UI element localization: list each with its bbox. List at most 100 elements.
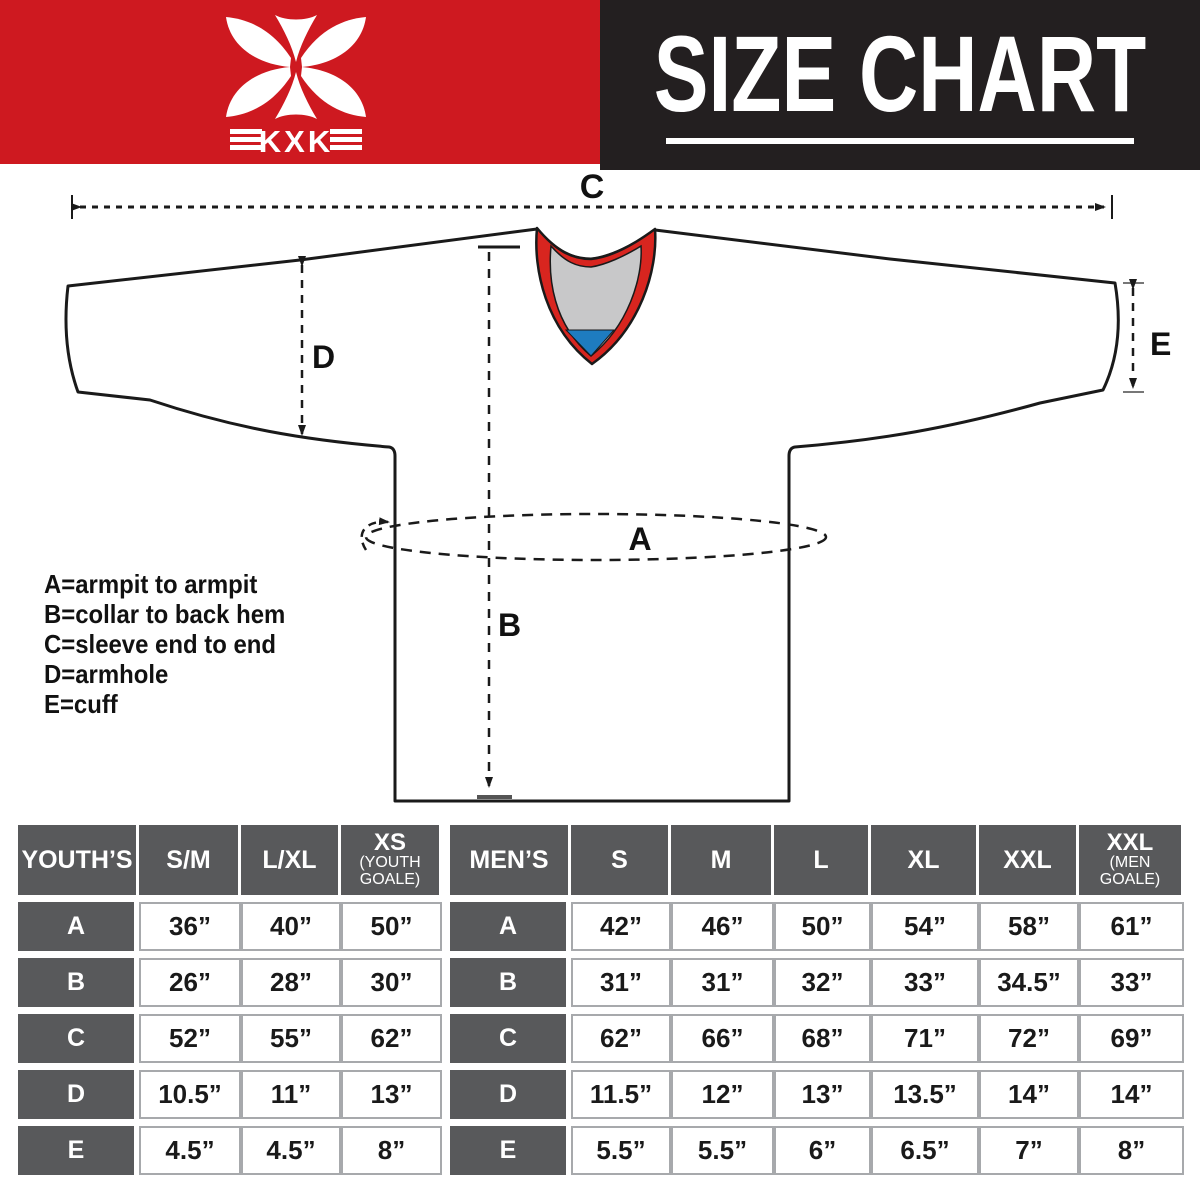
men-value-cell: 14” (1079, 1070, 1184, 1119)
youth-value-cell: 62” (341, 1014, 442, 1063)
column-header-xxl: XXL (979, 825, 1079, 895)
youth-value-cell: 8” (341, 1126, 442, 1175)
men-value-cell: 68” (774, 1014, 871, 1063)
legend-line-e: E=cuff (44, 689, 118, 719)
men-value-cell: 32” (774, 958, 871, 1007)
measure-label-d: D (312, 339, 335, 375)
brand-logo-text: KXK (259, 124, 333, 158)
collar-insert-blue (564, 329, 616, 357)
youth-value-cell: 4.5” (139, 1126, 241, 1175)
youth-value-cell: 28” (241, 958, 341, 1007)
men-value-cell: 58” (979, 902, 1079, 951)
youth-row-label-e: E (18, 1126, 139, 1175)
youth-value-cell: 55” (241, 1014, 341, 1063)
size-table-section: YOUTH’S S/M L/XL XS (YOUTH GOALE) MEN’S … (18, 818, 1184, 1182)
men-row-label-b: B (450, 958, 571, 1007)
men-value-cell: 66” (671, 1014, 774, 1063)
table-row-e: E 4.5” 4.5” 8” E 5.5” 5.5” 6” 6.5” 7” 8” (18, 1126, 1184, 1175)
brand-banner: KXK (0, 0, 600, 164)
size-table: YOUTH’S S/M L/XL XS (YOUTH GOALE) MEN’S … (18, 818, 1184, 1182)
youth-row-label-a: A (18, 902, 139, 951)
men-value-cell: 11.5” (571, 1070, 671, 1119)
youth-row-label-b: B (18, 958, 139, 1007)
page-title: SIZE CHART (653, 13, 1147, 134)
column-header-xs-label: XS (373, 829, 406, 856)
measure-a-ellipse (364, 512, 828, 562)
men-value-cell: 71” (871, 1014, 979, 1063)
men-value-cell: 5.5” (671, 1126, 774, 1175)
header-banner: KXK SIZE CHART (0, 0, 1200, 170)
measure-label-a: A (628, 521, 651, 557)
youth-value-cell: 10.5” (139, 1070, 241, 1119)
table-header-row: YOUTH’S S/M L/XL XS (YOUTH GOALE) MEN’S … (18, 825, 1184, 895)
men-value-cell: 8” (1079, 1126, 1184, 1175)
men-value-cell: 6.5” (871, 1126, 979, 1175)
measurement-legend: A=armpit to armpit B=collar to back hem … (44, 569, 285, 719)
kxk-logo-icon: KXK (226, 15, 366, 158)
column-header-xxl-men-label: XXL (1106, 829, 1154, 856)
men-value-cell: 13.5” (871, 1070, 979, 1119)
measure-label-b: B (498, 607, 521, 643)
table-half-divider (442, 1126, 450, 1175)
youth-value-cell: 36” (139, 902, 241, 951)
column-header-s: S (571, 825, 671, 895)
youth-value-cell: 13” (341, 1070, 442, 1119)
youth-value-cell: 30” (341, 958, 442, 1007)
table-half-divider (442, 902, 450, 951)
men-row-label-d: D (450, 1070, 571, 1119)
measure-a-spin-arrow (360, 517, 390, 551)
legend-line-c: C=sleeve end to end (44, 629, 276, 659)
men-value-cell: 14” (979, 1070, 1079, 1119)
table-half-divider (442, 1070, 450, 1119)
men-value-cell: 69” (1079, 1014, 1184, 1063)
men-value-cell: 34.5” (979, 958, 1079, 1007)
title-underline (666, 138, 1134, 144)
column-header-sm: S/M (139, 825, 241, 895)
jersey-diagram-svg: C D B A E (64, 168, 1171, 803)
jersey-measurement-diagram: C D B A E A=armpit to armpit B=collar to… (0, 168, 1200, 820)
men-row-label-c: C (450, 1014, 571, 1063)
men-value-cell: 50” (774, 902, 871, 951)
legend-line-d: D=armhole (44, 659, 169, 689)
title-banner: SIZE CHART (600, 0, 1200, 170)
legend-line-b: B=collar to back hem (44, 599, 286, 629)
table-row-b: B 26” 28” 30” B 31” 31” 32” 33” 34.5” 33” (18, 958, 1184, 1007)
men-header-cell: MEN’S (450, 825, 571, 895)
men-value-cell: 33” (871, 958, 979, 1007)
men-value-cell: 61” (1079, 902, 1184, 951)
column-header-xxl-men-sub: (MEN GOALE) (1099, 854, 1161, 888)
men-value-cell: 46” (671, 902, 774, 951)
men-value-cell: 31” (671, 958, 774, 1007)
youth-value-cell: 52” (139, 1014, 241, 1063)
table-row-d: D 10.5” 11” 13” D 11.5” 12” 13” 13.5” 14” 14” (18, 1070, 1184, 1119)
table-half-divider (442, 1014, 450, 1063)
column-header-lxl: L/XL (241, 825, 341, 895)
table-half-divider (442, 825, 450, 895)
column-header-xxl-men-goale: XXL (MEN GOALE) (1079, 825, 1184, 895)
youth-value-cell: 50” (341, 902, 442, 951)
column-header-l: L (774, 825, 871, 895)
men-value-cell: 62” (571, 1014, 671, 1063)
table-half-divider (442, 958, 450, 1007)
size-table-body: A 36” 40” 50” A 42” 46” 50” 54” 58” 61” B 26” 28” 30” B… (18, 902, 1184, 1175)
youth-row-label-d: D (18, 1070, 139, 1119)
men-row-label-a: A (450, 902, 571, 951)
column-header-xs-sub: (YOUTH GOALE) (359, 854, 421, 888)
youth-value-cell: 11” (241, 1070, 341, 1119)
men-value-cell: 42” (571, 902, 671, 951)
youth-value-cell: 40” (241, 902, 341, 951)
men-value-cell: 7” (979, 1126, 1079, 1175)
men-value-cell: 54” (871, 902, 979, 951)
youth-row-label-c: C (18, 1014, 139, 1063)
men-value-cell: 72” (979, 1014, 1079, 1063)
column-header-xl: XL (871, 825, 979, 895)
table-row-c: C 52” 55” 62” C 62” 66” 68” 71” 72” 69” (18, 1014, 1184, 1063)
youth-value-cell: 26” (139, 958, 241, 1007)
column-header-m: M (671, 825, 774, 895)
men-value-cell: 31” (571, 958, 671, 1007)
men-value-cell: 6” (774, 1126, 871, 1175)
men-value-cell: 13” (774, 1070, 871, 1119)
youth-value-cell: 4.5” (241, 1126, 341, 1175)
men-value-cell: 5.5” (571, 1126, 671, 1175)
